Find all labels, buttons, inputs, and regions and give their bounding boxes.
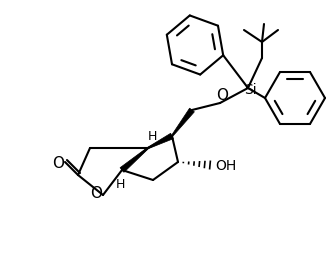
Text: O: O: [216, 88, 228, 103]
Text: H: H: [115, 177, 125, 191]
Text: O: O: [90, 186, 102, 200]
Polygon shape: [148, 133, 173, 149]
Text: OH: OH: [215, 159, 237, 173]
Text: Si: Si: [244, 83, 256, 97]
Polygon shape: [171, 108, 194, 136]
Text: O: O: [52, 155, 64, 171]
Polygon shape: [120, 147, 148, 172]
Text: H: H: [147, 130, 157, 144]
